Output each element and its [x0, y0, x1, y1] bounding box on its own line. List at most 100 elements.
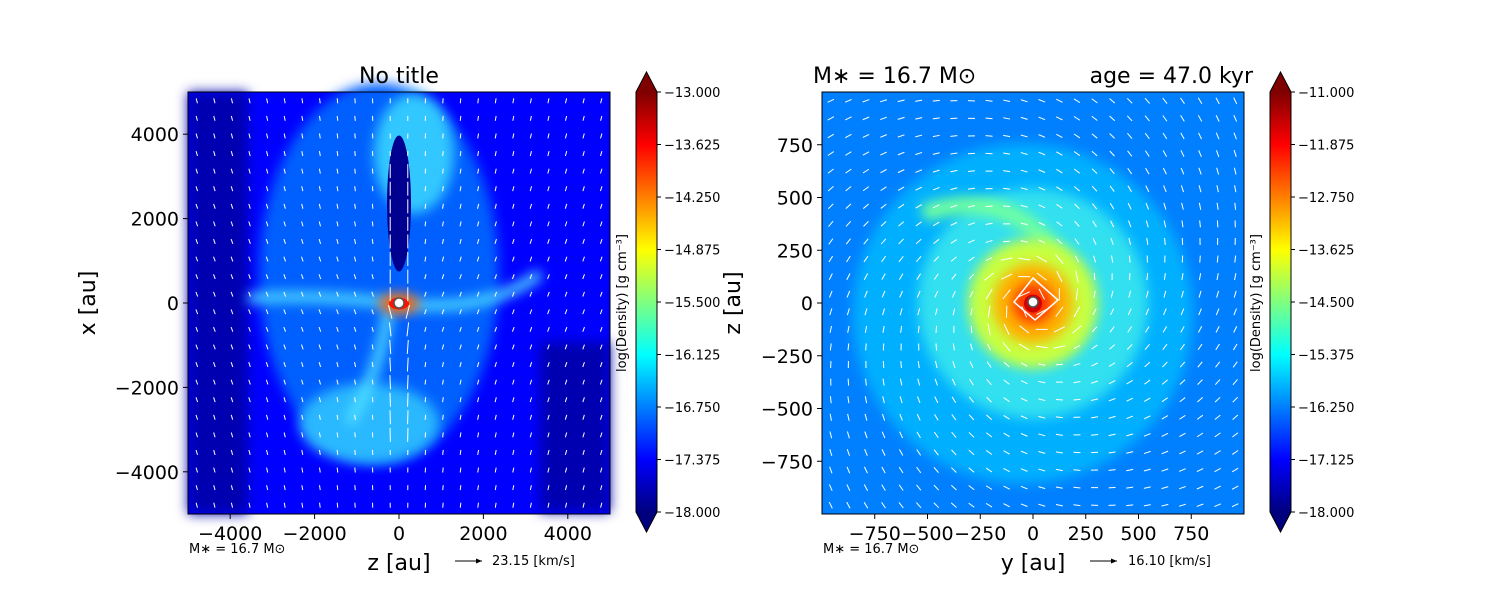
- velocity-arrow: [1074, 203, 1080, 210]
- y-tick-label: 0: [167, 293, 179, 315]
- velocity-arrow: [880, 168, 887, 174]
- velocity-arrow: [880, 221, 887, 227]
- velocity-arrow: [494, 344, 497, 350]
- velocity-arrow: [354, 379, 356, 385]
- velocity-arrow: [1055, 451, 1063, 454]
- sink-particle-left: [393, 297, 405, 309]
- velocity-arrow: [846, 431, 850, 439]
- velocity-arrow: [512, 379, 515, 385]
- velocity-arrow: [1038, 239, 1046, 244]
- velocity-arrow: [547, 432, 550, 438]
- velocity-arrow: [459, 115, 462, 121]
- velocity-arrow: [1197, 326, 1203, 333]
- velocity-arrow: [266, 115, 269, 121]
- velocity-arrow: [318, 467, 321, 473]
- velocity-arrow: [283, 397, 286, 403]
- velocity-arrow: [863, 238, 869, 245]
- velocity-arrow: [195, 309, 199, 315]
- velocity-arrow: [1128, 255, 1131, 263]
- velocity-arrow: [547, 344, 550, 350]
- colorbar-tick-label: −13.625: [664, 139, 720, 154]
- velocity-arrow: [265, 379, 269, 385]
- velocity-arrow: [582, 151, 585, 157]
- velocity-arrow: [213, 379, 216, 385]
- velocity-arrow: [1018, 257, 1031, 261]
- colorbar-max-extension-left: [636, 72, 657, 92]
- x-tick-label: −250: [954, 523, 1006, 545]
- velocity-arrow: [564, 133, 568, 139]
- velocity-arrow: [283, 256, 286, 262]
- velocity-arrow: [932, 186, 940, 191]
- velocity-arrow: [1128, 237, 1132, 245]
- velocity-arrow: [564, 467, 568, 473]
- velocity-arrow: [863, 466, 868, 474]
- velocity-arrow: [599, 238, 603, 244]
- velocity-arrow: [582, 379, 585, 385]
- velocity-arrow: [1091, 98, 1098, 104]
- velocity-arrow: [1233, 167, 1237, 175]
- velocity-arrow: [283, 449, 286, 456]
- velocity-arrow: [213, 256, 216, 262]
- velocity-arrow: [529, 379, 533, 385]
- x-axis-label-left: z [au]: [367, 551, 430, 576]
- velocity-arrow: [898, 273, 904, 280]
- velocity-arrow: [1002, 342, 1011, 352]
- velocity-arrow: [266, 449, 269, 456]
- velocity-arrow: [1197, 397, 1204, 403]
- velocity-arrow: [1198, 185, 1202, 193]
- velocity-arrow: [863, 221, 869, 227]
- velocity-arrow: [1038, 288, 1045, 300]
- x-tick-label: 2000: [459, 523, 507, 545]
- velocity-arrow: [318, 150, 321, 157]
- velocity-arrow: [1020, 485, 1028, 490]
- velocity-arrow: [1020, 152, 1028, 155]
- velocity-arrow: [1144, 397, 1151, 402]
- velocity-arrow: [1036, 308, 1048, 315]
- velocity-arrow: [318, 362, 322, 368]
- velocity-arrow: [1091, 398, 1099, 402]
- velocity-arrow: [985, 502, 993, 508]
- velocity-arrow: [283, 274, 287, 280]
- colorbar-left: −13.000 −13.625 −14.250 −14.875 −15.500 −16.1…: [615, 70, 720, 534]
- velocity-arrow: [829, 343, 832, 351]
- velocity-arrow: [1234, 273, 1237, 281]
- velocity-arrow: [829, 325, 833, 333]
- y-tick-label: 750: [777, 135, 813, 157]
- velocity-arrow: [1073, 504, 1081, 507]
- velocity-arrow: [985, 135, 993, 137]
- velocity-arrow: [1127, 167, 1133, 175]
- velocity-arrow: [230, 256, 234, 262]
- velocity-arrow: [1003, 117, 1011, 120]
- velocity-arrow: [915, 117, 923, 120]
- velocity-arrow: [1181, 273, 1184, 281]
- velocity-arrow: [862, 203, 869, 209]
- velocity-arrow: [529, 344, 533, 350]
- velocity-arrow: [1003, 152, 1011, 155]
- velocity-arrow: [1197, 361, 1203, 368]
- velocity-arrow: [195, 186, 199, 192]
- velocity-arrow: [1231, 503, 1239, 508]
- velocity-key-label-left: 23.15 [km/s]: [492, 554, 575, 569]
- velocity-arrow: [1216, 202, 1219, 210]
- velocity-arrow: [248, 362, 251, 368]
- velocity-arrow: [195, 344, 199, 350]
- velocity-arrow: [1091, 185, 1098, 192]
- velocity-arrow: [1003, 432, 1010, 438]
- velocity-arrow: [336, 361, 339, 368]
- velocity-arrow: [1180, 97, 1185, 104]
- velocity-arrow: [529, 133, 532, 139]
- velocity-arrow: [371, 361, 374, 368]
- velocity-arrow: [424, 344, 427, 350]
- x-tick-label: 250: [1068, 523, 1104, 545]
- colorbar-label-left: log(Density) [g cm⁻³]: [615, 234, 630, 372]
- velocity-arrow: [1232, 343, 1238, 351]
- velocity-arrow: [195, 432, 199, 438]
- velocity-arrow: [917, 378, 921, 386]
- velocity-arrow: [1126, 451, 1134, 454]
- velocity-arrow: [442, 151, 444, 157]
- velocity-arrow: [900, 361, 902, 369]
- velocity-arrow: [459, 309, 462, 315]
- velocity-arrow: [494, 221, 497, 227]
- velocity-arrow: [547, 203, 550, 209]
